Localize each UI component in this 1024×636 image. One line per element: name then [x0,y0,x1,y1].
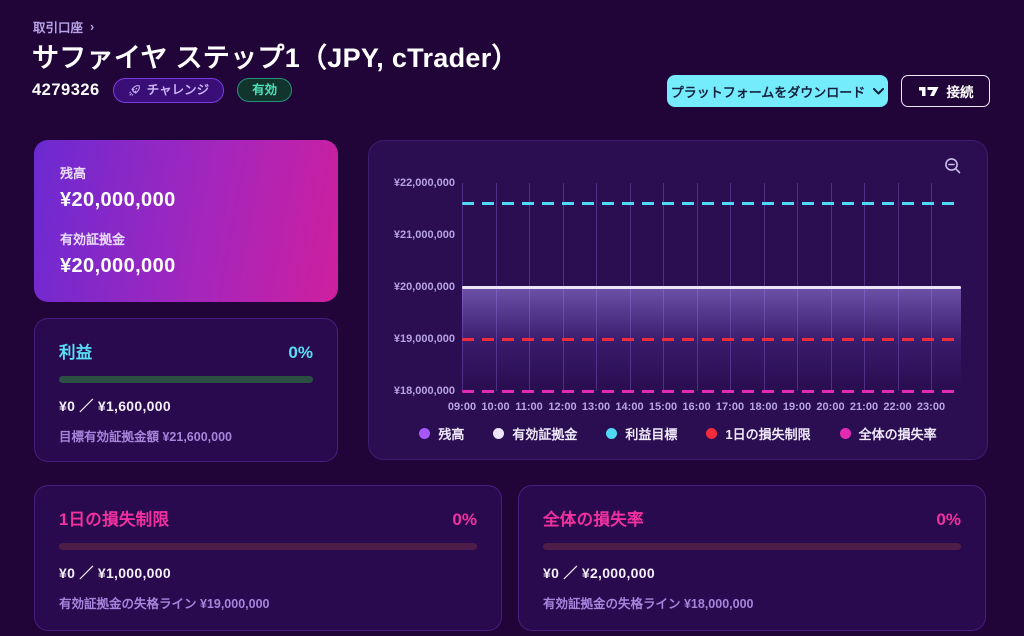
legend-label: 利益目標 [625,427,678,442]
active-badge-label: 有効 [252,82,278,97]
chevron-down-icon [873,87,885,94]
daily-loss-progress-track [59,543,477,550]
daily-loss-card: 1日の損失制限 0% ¥0 ／ ¥1,000,000 有効証拠金の失格ライン ¥… [34,485,502,631]
top-actions: プラットフォームをダウンロード 接続 [667,75,990,107]
account-id: 4279326 [32,80,100,99]
total-loss-card: 全体の損失率 0% ¥0 ／ ¥2,000,000 有効証拠金の失格ライン ¥1… [518,485,986,631]
legend-dot [419,428,431,439]
total-loss-threshold: 有効証拠金の失格ライン ¥18,000,000 [543,597,754,611]
legend-item[interactable]: 有効証拠金 [493,424,577,443]
y-axis-labels: ¥22,000,000 ¥21,000,000 ¥20,000,000 ¥19,000… [375,177,455,397]
daily-loss-percent: 0% [452,510,477,529]
legend-item[interactable]: 利益目標 [606,424,677,443]
y-tick-label: ¥19,000,000 [393,332,455,345]
download-platform-label: プラットフォームをダウンロード [670,84,866,100]
zoom-out-icon[interactable] [943,157,963,177]
chart-legend: 残高 有効証拠金 利益目標 1日の損失制限 全体の損失率 [369,424,987,443]
total-loss-progress-track [543,543,961,550]
x-tick-label: 18:00 [749,401,778,413]
balance-label: 残高 [60,166,87,181]
x-tick-label: 19:00 [782,401,812,413]
daily-loss-amounts: ¥0 ／ ¥1,000,000 [59,565,171,581]
x-tick-label: 16:00 [682,401,711,413]
x-tick-label: 21:00 [849,401,879,413]
legend-label: 残高 [438,427,465,442]
legend-dot [706,428,718,439]
x-tick-label: 10:00 [481,401,510,413]
profit-target: 目標有効証拠金額 ¥21,600,000 [59,430,232,444]
daily-loss-title: 1日の損失制限 [59,511,170,529]
legend-label: 1日の損失制限 [725,427,811,442]
tradingview-icon [918,86,938,96]
legend-dot [493,428,505,439]
series-line [462,337,961,341]
x-tick-label: 20:00 [816,401,845,413]
connect-button[interactable]: 接続 [901,75,990,107]
legend-label: 全体の損失率 [858,427,937,442]
x-tick-label: 09:00 [447,401,477,413]
y-tick-label: ¥22,000,000 [393,176,455,189]
profit-progress-track [59,376,313,383]
chart-card: ¥22,000,000 ¥21,000,000 ¥20,000,000 ¥19,000… [368,140,988,460]
x-axis-labels: 09:00 10:00 11:00 12:00 13:00 14:00 15:00 16:00… [448,401,961,415]
rocket-icon [129,84,140,96]
daily-loss-threshold: 有効証拠金の失格ライン ¥19,000,000 [59,597,270,611]
x-tick-label: 22:00 [883,401,912,413]
legend-label: 有効証拠金 [512,427,578,442]
account-row: 4279326 チャレンジ 有効 [32,76,293,104]
active-badge: 有効 [237,77,293,103]
legend-item[interactable]: 1日の損失制限 [706,424,811,443]
profit-percent: 0% [288,343,313,362]
legend-dot [839,428,851,439]
breadcrumb-link-accounts[interactable]: 取引口座 [33,21,84,35]
y-tick-label: ¥18,000,000 [393,384,455,397]
challenge-badge: チャレンジ [112,77,225,103]
series-line [462,202,961,206]
connect-label: 接続 [946,85,974,100]
total-loss-title: 全体の損失率 [543,511,644,529]
profit-card: 利益 0% ¥0 ／ ¥1,600,000 目標有効証拠金額 ¥21,600,0… [34,318,338,462]
chart-plot [462,183,961,393]
breadcrumb: 取引口座 › [33,17,94,36]
x-tick-label: 23:00 [916,401,946,413]
balance-value: ¥20,000,000 [60,189,176,211]
legend-item[interactable]: 全体の損失率 [839,424,937,443]
x-tick-label: 17:00 [715,401,745,413]
download-platform-button[interactable]: プラットフォームをダウンロード [667,75,888,107]
legend-dot [606,428,618,439]
balance-card: 残高 ¥20,000,000 有効証拠金 ¥20,000,000 [34,140,338,302]
y-tick-label: ¥20,000,000 [393,280,455,293]
equity-label: 有効証拠金 [60,232,126,247]
x-tick-label: 14:00 [615,401,644,413]
series-line [462,389,961,393]
x-tick-label: 15:00 [648,401,678,413]
page-title: サファイヤ ステップ1（JPY, cTrader） [32,43,519,73]
x-tick-label: 12:00 [548,401,577,413]
y-tick-label: ¥21,000,000 [393,228,455,241]
profit-title: 利益 [59,344,93,362]
profit-amounts: ¥0 ／ ¥1,600,000 [59,398,171,414]
equity-value: ¥20,000,000 [60,255,176,277]
x-tick-label: 13:00 [581,401,611,413]
legend-item[interactable]: 残高 [419,424,464,443]
breadcrumb-chevron-icon: › [90,19,95,34]
series-line [462,285,961,289]
total-loss-amounts: ¥0 ／ ¥2,000,000 [543,565,655,581]
total-loss-percent: 0% [936,510,961,529]
challenge-badge-label: チャレンジ [146,82,210,97]
x-tick-label: 11:00 [515,401,543,413]
